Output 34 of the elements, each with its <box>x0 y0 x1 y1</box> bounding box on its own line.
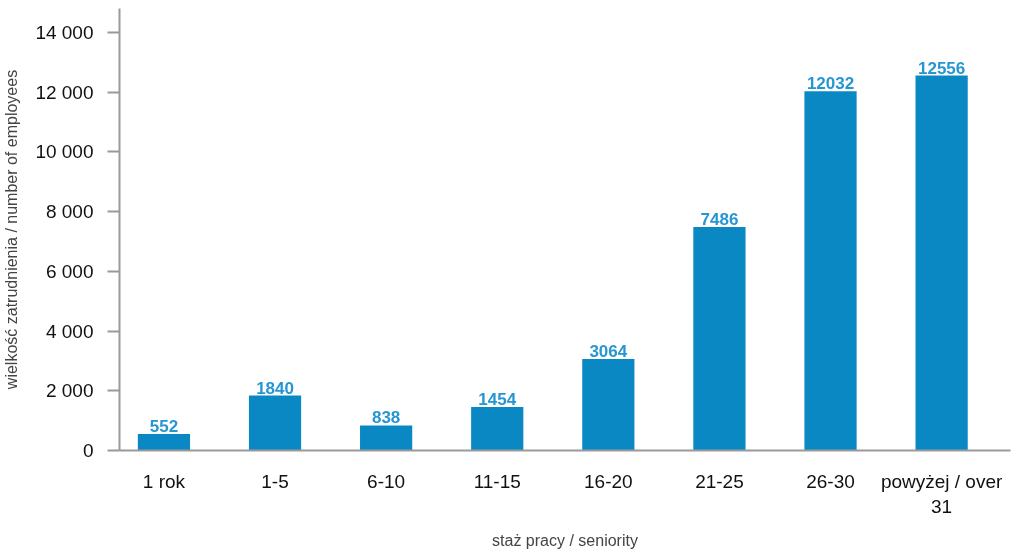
x-tick-label: 16-20 <box>584 470 633 492</box>
y-tick-label: 0 <box>82 440 94 461</box>
data-label: 3064 <box>589 341 628 361</box>
y-tick-label: 14 000 <box>35 21 94 43</box>
y-tick-label: 4 000 <box>45 320 94 342</box>
data-label: 12556 <box>917 58 966 78</box>
y-tick-label: 2 000 <box>45 380 94 402</box>
y-tick-label: 10 000 <box>35 141 94 163</box>
x-axis-title: staż pracy / seniority <box>492 531 638 549</box>
y-tick-label: 6 000 <box>45 260 94 282</box>
data-label: 838 <box>371 408 401 428</box>
x-tick-label: 6-10 <box>367 470 406 492</box>
data-label: 7486 <box>700 209 739 229</box>
x-tick-label: 26-30 <box>806 470 855 492</box>
y-tick-label: 8 000 <box>45 201 94 223</box>
bar <box>248 395 302 451</box>
x-tick-label: powyżej / over 31 <box>880 470 1004 517</box>
x-tick-label: 1-5 <box>261 470 289 492</box>
x-tick-label: 11-15 <box>473 470 521 492</box>
y-tick-label: 12 000 <box>35 81 94 103</box>
data-label: 1454 <box>478 390 517 410</box>
bar <box>471 407 524 451</box>
x-tick-label: 1 rok <box>142 470 186 492</box>
bar <box>915 75 968 451</box>
bar <box>137 434 191 451</box>
data-label: 12032 <box>806 74 855 94</box>
x-tick-label: 21-25 <box>695 470 744 492</box>
bar <box>360 425 413 451</box>
bar <box>804 91 857 451</box>
y-axis-title: wielkość zatrudnienia / number of employees <box>3 69 21 391</box>
data-label: 1840 <box>256 378 294 398</box>
bar <box>693 226 746 451</box>
bar <box>582 358 635 451</box>
data-label: 552 <box>149 417 179 437</box>
